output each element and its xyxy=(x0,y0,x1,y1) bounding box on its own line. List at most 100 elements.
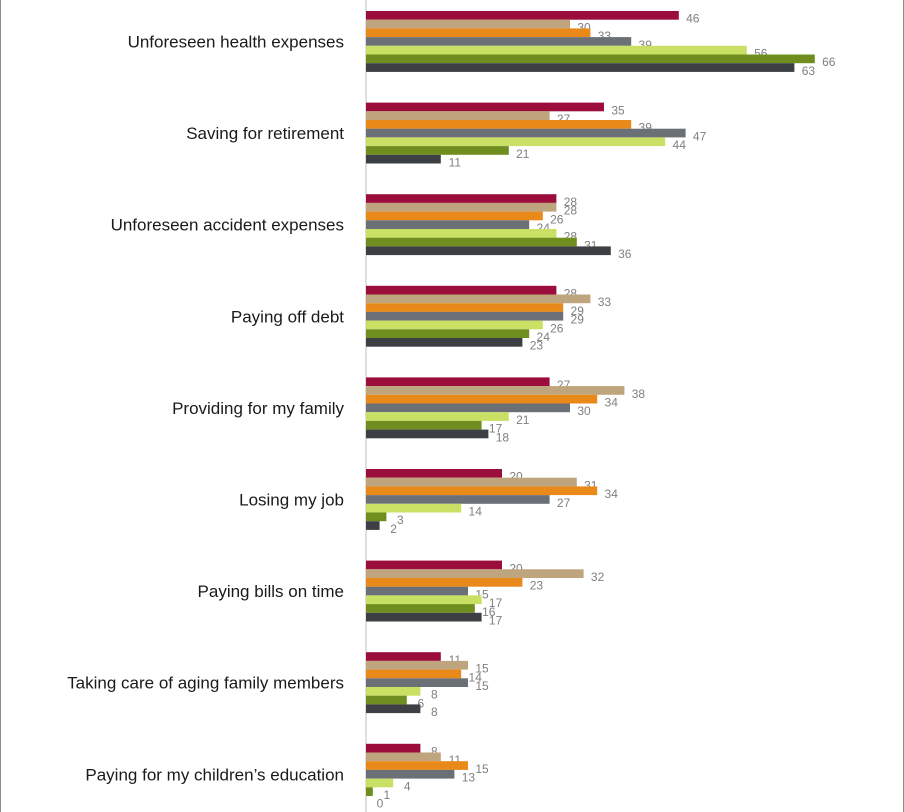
bar xyxy=(366,412,509,421)
bar xyxy=(366,569,584,578)
bar xyxy=(366,329,530,338)
data-label: 35 xyxy=(611,103,625,117)
bar xyxy=(366,63,795,72)
bar xyxy=(366,495,550,504)
bar xyxy=(366,586,468,596)
bar xyxy=(366,503,462,513)
bar xyxy=(366,320,543,330)
bar xyxy=(366,386,625,395)
category-label: Unforeseen accident expenses xyxy=(111,216,344,235)
bar xyxy=(366,652,441,661)
bar xyxy=(366,578,523,587)
data-label: 36 xyxy=(618,247,632,261)
bar xyxy=(366,120,632,129)
bar xyxy=(366,19,570,29)
data-label: 8 xyxy=(431,688,438,702)
data-label: 3 xyxy=(397,513,404,527)
data-label: 16 xyxy=(482,605,496,619)
data-label: 18 xyxy=(496,430,510,444)
data-label: 66 xyxy=(822,55,836,69)
bar xyxy=(366,752,441,762)
bar xyxy=(366,512,387,522)
bar xyxy=(366,429,489,439)
data-label: 24 xyxy=(537,330,551,344)
bar xyxy=(366,285,557,295)
bar xyxy=(366,695,407,705)
data-label: 15 xyxy=(475,762,489,776)
bar xyxy=(366,229,557,238)
data-label: 26 xyxy=(550,212,564,226)
data-label: 21 xyxy=(516,413,530,427)
bar xyxy=(366,102,604,112)
data-label: 30 xyxy=(577,404,591,418)
bar xyxy=(366,45,747,55)
bar xyxy=(366,111,550,120)
bar xyxy=(366,154,441,164)
bar xyxy=(366,560,502,570)
bar xyxy=(366,787,373,796)
bar xyxy=(366,420,482,430)
data-label: 34 xyxy=(605,487,619,501)
data-label: 63 xyxy=(802,64,816,78)
bar xyxy=(366,377,550,387)
category-label: Paying off debt xyxy=(231,307,344,326)
bar xyxy=(366,604,475,613)
bar xyxy=(366,769,455,779)
bar xyxy=(366,211,543,221)
bar xyxy=(366,37,632,46)
bar xyxy=(366,669,462,679)
data-label: 4 xyxy=(404,779,411,793)
bar xyxy=(366,237,577,247)
data-label: 13 xyxy=(462,771,476,785)
bar xyxy=(366,761,468,770)
data-label: 27 xyxy=(557,496,571,510)
bar xyxy=(366,194,557,203)
data-label: 15 xyxy=(475,679,489,693)
data-label: 14 xyxy=(469,670,483,684)
bar xyxy=(366,778,394,788)
data-label: 23 xyxy=(530,339,544,353)
data-label: 2 xyxy=(390,522,397,536)
bar xyxy=(366,704,421,714)
data-label: 46 xyxy=(686,12,700,26)
bar xyxy=(366,469,502,478)
data-label: 1 xyxy=(383,788,390,802)
bar xyxy=(366,311,564,321)
bar xyxy=(366,220,530,229)
bar xyxy=(366,521,380,530)
category-label: Taking care of aging family members xyxy=(67,674,344,693)
data-label: 26 xyxy=(550,321,564,335)
data-label: 44 xyxy=(673,138,687,152)
bar xyxy=(366,394,598,404)
bar xyxy=(366,137,666,147)
data-label: 29 xyxy=(571,304,585,318)
data-label: 21 xyxy=(516,147,530,161)
category-label: Saving for retirement xyxy=(186,124,344,143)
category-label: Losing my job xyxy=(239,490,344,509)
data-label: 6 xyxy=(417,696,424,710)
bar xyxy=(366,294,591,304)
data-label: 0 xyxy=(377,797,384,811)
category-label: Paying for my children’s education xyxy=(85,765,344,784)
bar xyxy=(366,202,557,212)
data-label: 17 xyxy=(489,422,503,436)
data-label: 17 xyxy=(489,596,503,610)
data-label: 28 xyxy=(564,195,578,209)
category-label: Providing for my family xyxy=(172,399,344,418)
bar xyxy=(366,687,421,696)
bar xyxy=(366,338,523,347)
bar xyxy=(366,612,482,622)
bar xyxy=(366,678,468,687)
bar xyxy=(366,28,591,38)
bar xyxy=(366,660,468,670)
bar xyxy=(366,303,564,312)
bar xyxy=(366,743,421,753)
bar xyxy=(366,403,570,413)
bar xyxy=(366,477,577,487)
data-label: 17 xyxy=(489,614,503,628)
data-label: 33 xyxy=(598,295,612,309)
category-label: Unforeseen health expenses xyxy=(128,32,344,51)
data-label: 32 xyxy=(591,570,605,584)
bar xyxy=(366,11,679,20)
